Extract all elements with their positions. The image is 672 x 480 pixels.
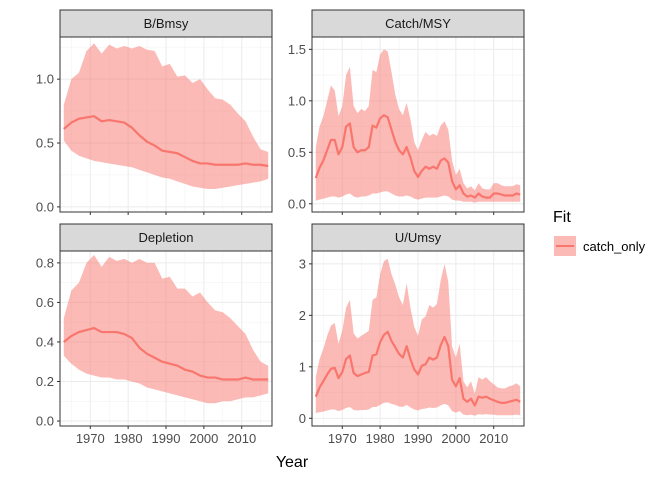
line-catch_only bbox=[314, 330, 521, 407]
panel-depletion: Depletion 0.0 0.2 0.4 0.6 0.8 1970 1980 1990 2000… bbox=[36, 223, 273, 446]
y-tick-label: 0.0 bbox=[36, 414, 54, 429]
panel-u-umsy: U/Umsy 0 1 2 3 1970 1980 1990 2000 2010 bbox=[299, 223, 525, 446]
y-tick-label: 1.0 bbox=[36, 72, 54, 87]
ribbon-catch_only bbox=[63, 43, 269, 190]
x-tick-label: 1970 bbox=[76, 431, 105, 446]
strip-u-umsy bbox=[311, 223, 525, 252]
line-catch_only bbox=[63, 115, 269, 168]
x-tick-label: 1990 bbox=[404, 431, 433, 446]
y-tick-label: 1.0 bbox=[288, 93, 306, 108]
x-tick-label: 1970 bbox=[328, 431, 357, 446]
y-tick-label: 2 bbox=[299, 308, 306, 323]
y-tick-label: 1.5 bbox=[288, 42, 306, 57]
ribbon-catch_only bbox=[63, 254, 269, 404]
x-tick-label: 1990 bbox=[152, 431, 181, 446]
y-tick-label: 0.5 bbox=[288, 145, 306, 160]
strip-title-depletion: Depletion bbox=[139, 230, 194, 245]
x-tick-label: 2010 bbox=[227, 431, 256, 446]
line-catch_only bbox=[314, 114, 521, 199]
ribbon-catch_only bbox=[315, 49, 521, 203]
facet-panels: B/Bmsy 0.0 0.5 1.0 Catch/MSY 0.0 0.5 1.0 1.5 Depl… bbox=[36, 9, 525, 446]
line-catch_only bbox=[63, 327, 269, 381]
y-tick-label: 1 bbox=[299, 359, 306, 374]
strip-depletion bbox=[59, 223, 273, 252]
y-tick-label: 0 bbox=[299, 411, 306, 426]
y-tick-label: 0.8 bbox=[36, 255, 54, 270]
strip-title-catch-msy: Catch/MSY bbox=[385, 16, 451, 31]
y-tick-label: 0.6 bbox=[36, 295, 54, 310]
x-tick-label: 1980 bbox=[114, 431, 143, 446]
x-tick-label: 2000 bbox=[441, 431, 470, 446]
y-tick-label: 0.2 bbox=[36, 374, 54, 389]
y-tick-label: 3 bbox=[299, 256, 306, 271]
x-tick-label: 2010 bbox=[479, 431, 508, 446]
panel-catch-msy: Catch/MSY 0.0 0.5 1.0 1.5 bbox=[288, 9, 525, 215]
strip-title-u-umsy: U/Umsy bbox=[395, 230, 442, 245]
x-tick-label: 1980 bbox=[366, 431, 395, 446]
y-tick-label: 0.5 bbox=[36, 136, 54, 151]
y-tick-label: 0.4 bbox=[36, 334, 54, 349]
legend-title: Fit bbox=[553, 209, 571, 226]
legend: Fit catch_only bbox=[553, 209, 646, 256]
strip-b-bmsy bbox=[59, 9, 273, 38]
strip-title-b-bmsy: B/Bmsy bbox=[144, 16, 189, 31]
x-tick-label: 2000 bbox=[189, 431, 218, 446]
strip-catch-msy bbox=[311, 9, 525, 38]
y-tick-label: 0.0 bbox=[36, 199, 54, 214]
legend-entry-catch-only: catch_only bbox=[583, 239, 646, 254]
x-axis-title: Year bbox=[276, 454, 309, 471]
ribbon-catch_only bbox=[315, 258, 521, 416]
y-tick-label: 0.0 bbox=[288, 196, 306, 211]
panel-b-bmsy: B/Bmsy 0.0 0.5 1.0 bbox=[36, 9, 273, 215]
